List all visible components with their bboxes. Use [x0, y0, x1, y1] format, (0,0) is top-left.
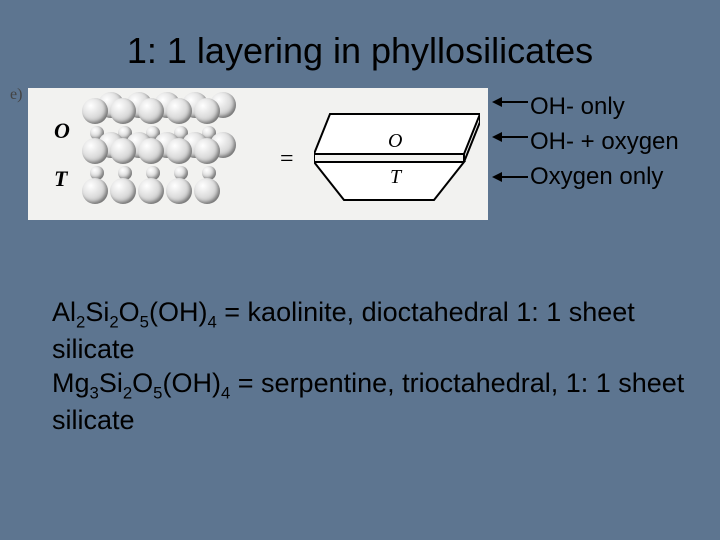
- o-layer-label-model: O: [54, 118, 70, 144]
- o-layer-label-schematic: O: [388, 130, 402, 153]
- arrow-oxygen-only: [492, 170, 528, 184]
- label-oh-plus-oxygen: OH- + oxygen: [530, 125, 679, 160]
- formula-serpentine: Mg3Si2O5(OH)4 = serpentine, trioctahedra…: [52, 368, 684, 435]
- diagram-subfig-label: e): [10, 86, 22, 104]
- slide-title: 1: 1 layering in phyllosilicates: [0, 30, 720, 72]
- equals-sign: =: [280, 146, 294, 173]
- body-text: Al2Si2O5(OH)4 = kaolinite, dioctahedral …: [52, 296, 688, 438]
- formula-kaolinite: Al2Si2O5(OH)4 = kaolinite, dioctahedral …: [52, 297, 635, 364]
- arrow-oh-only: [492, 95, 528, 109]
- t-layer-label-model: T: [54, 166, 67, 192]
- slide: 1: 1 layering in phyllosilicates e) O T: [0, 0, 720, 540]
- arrow-oh-plus-oxygen: [492, 130, 528, 144]
- label-oxygen-only: Oxygen only: [530, 160, 679, 195]
- atom-model: O T: [54, 92, 264, 216]
- diagram-panel: e) O T: [28, 88, 488, 220]
- label-oh-only: OH- only: [530, 90, 679, 125]
- layer-labels: OH- only OH- + oxygen Oxygen only: [530, 90, 679, 194]
- t-layer-label-schematic: T: [390, 166, 401, 189]
